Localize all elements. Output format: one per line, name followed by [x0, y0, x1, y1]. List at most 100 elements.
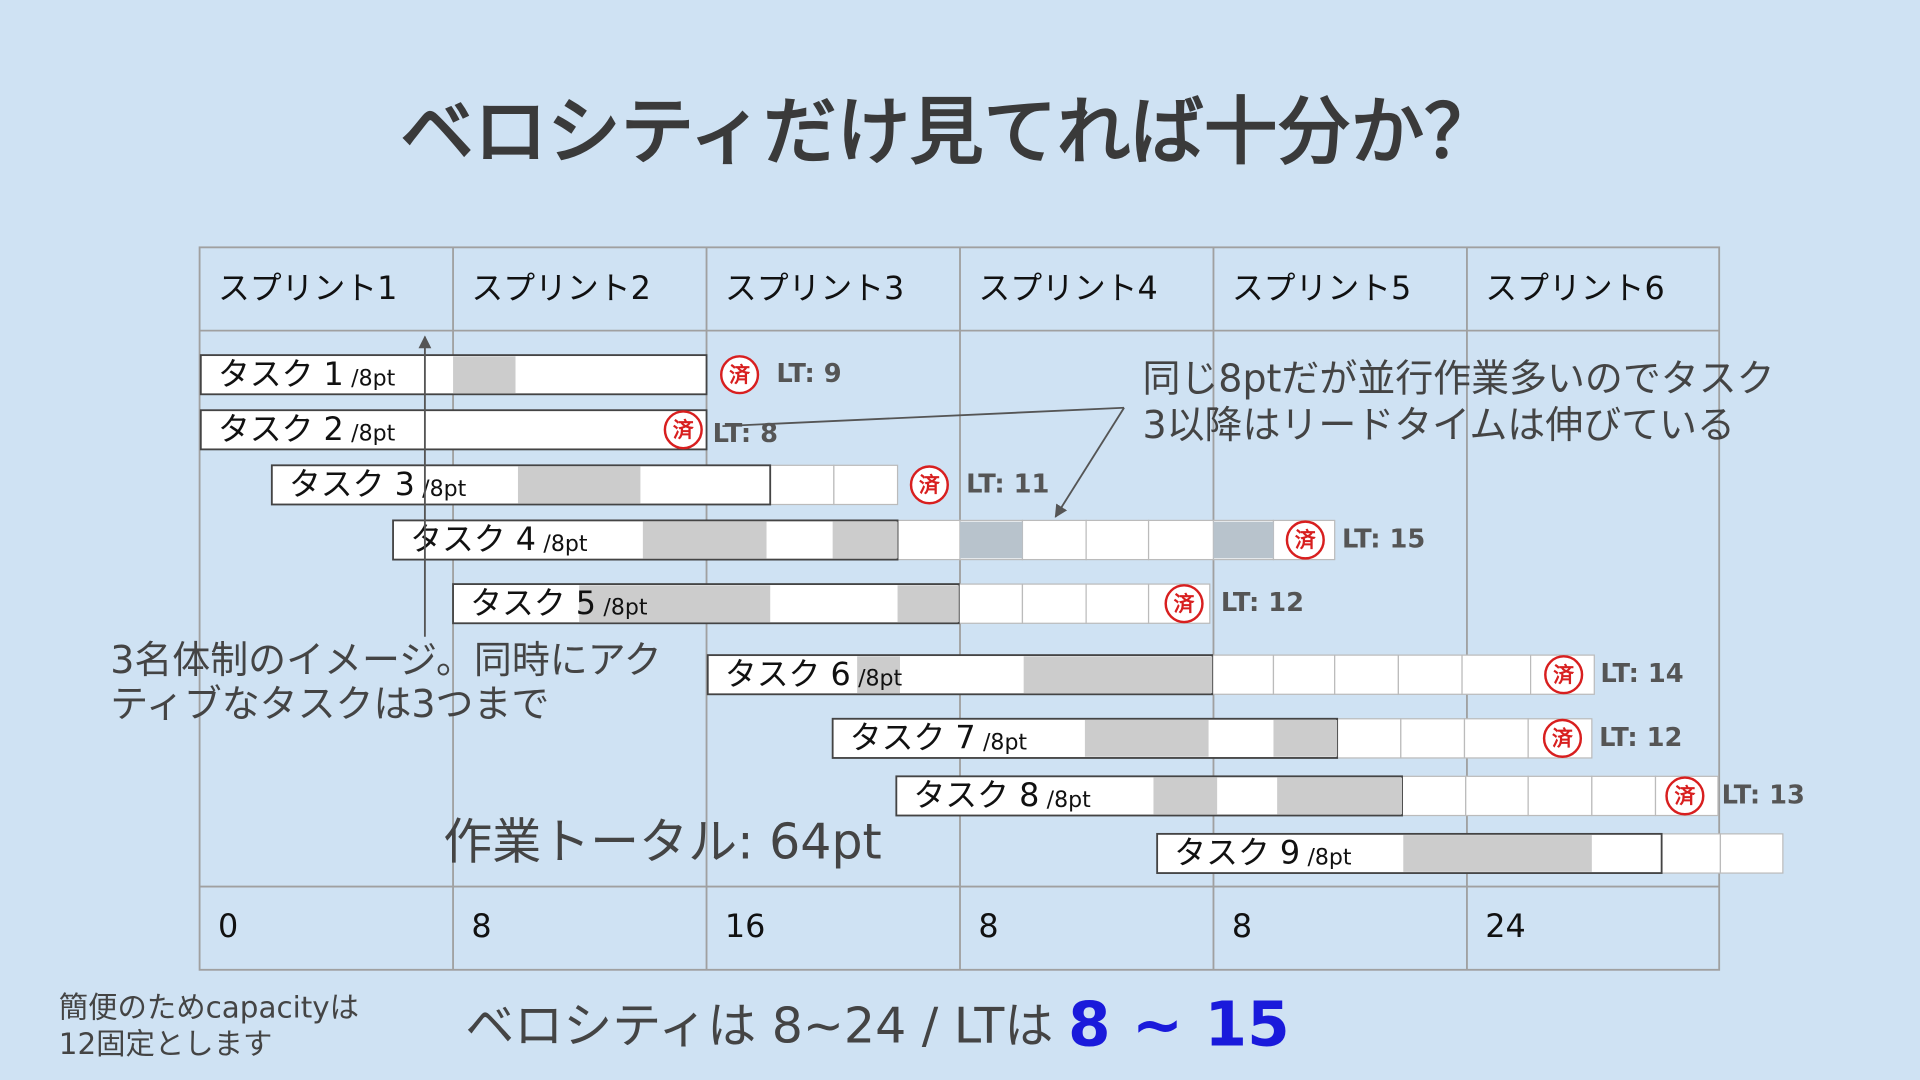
- lead-time: LT: 9: [776, 359, 841, 389]
- done-stamp: [720, 355, 760, 395]
- done-stamp: [1544, 655, 1584, 695]
- done-label: 済: [1674, 784, 1695, 808]
- done-stamp: [1285, 520, 1325, 560]
- task-label: タスク 1/8pt: [218, 355, 396, 393]
- summary-text: ベロシティは 8~24 / LTは: [465, 997, 1053, 1054]
- task-label: タスク 8/8pt: [913, 776, 1091, 814]
- task-row: タスク 9/8pt: [1156, 832, 1784, 874]
- task-cell: [1147, 519, 1215, 561]
- lead-time: LT: 12: [1599, 723, 1682, 753]
- work-block: [857, 656, 900, 694]
- task-name: タスク 4: [410, 520, 536, 558]
- work-block: [1213, 521, 1274, 559]
- task-bar: [199, 409, 708, 451]
- done-label: 済: [1552, 727, 1573, 751]
- task-cell: [1719, 833, 1784, 874]
- task-label: タスク 9/8pt: [1174, 834, 1352, 872]
- task-points: /8pt: [543, 532, 587, 557]
- work-block: [642, 521, 767, 559]
- note-team: ティブなタスクは3つまで: [110, 682, 549, 726]
- task-cell: [958, 583, 1024, 624]
- task-points: /8pt: [351, 367, 395, 392]
- work-block: [960, 521, 1023, 559]
- task-cell: [769, 464, 835, 506]
- done-stamp: [1164, 584, 1204, 624]
- task-cell: [1465, 775, 1529, 817]
- work-block: [1277, 777, 1403, 815]
- connector: [722, 406, 1125, 428]
- note-capacity: 12固定とします: [59, 1027, 273, 1061]
- sprint-header: スプリント5: [1232, 269, 1411, 307]
- work-block: [1403, 835, 1592, 872]
- sprint-total: 8: [471, 907, 491, 945]
- task-cell: [1085, 583, 1150, 624]
- done-label: 済: [1295, 528, 1316, 552]
- sprint-total: 0: [218, 907, 238, 945]
- work-block: [453, 356, 516, 394]
- sprint-header: スプリント3: [725, 269, 904, 307]
- task-cell: [1397, 654, 1463, 695]
- done-label: 済: [673, 418, 694, 442]
- task-cell: [1463, 718, 1529, 759]
- task-cell: [1400, 718, 1466, 759]
- arrow: [1054, 407, 1125, 518]
- note-team: 3名体制のイメージ。同時にアク: [110, 638, 661, 682]
- task-row: タスク 5/8pt 済 LT: 12: [452, 583, 1304, 625]
- work-block: [1023, 656, 1213, 694]
- task-name: タスク 2: [218, 410, 344, 448]
- task-cell: [1461, 654, 1532, 695]
- note-parallel: 同じ8ptだが並行作業多いのでタスク: [1142, 356, 1774, 400]
- lead-time: LT: 13: [1722, 780, 1805, 810]
- task-cell: [1591, 775, 1657, 817]
- task-label: タスク 7/8pt: [850, 719, 1028, 757]
- task-row: タスク 8/8pt 済 LT: 13: [895, 775, 1805, 817]
- sprint-total: 24: [1485, 907, 1526, 945]
- task-cell: [1527, 775, 1593, 817]
- task-name: タスク 5: [470, 584, 596, 622]
- task-cell: [1085, 519, 1150, 561]
- task-points: /8pt: [858, 667, 902, 692]
- title: ベロシティだけ見てれば十分か？: [400, 90, 1497, 175]
- task-name: タスク 3: [289, 465, 415, 503]
- task-cell: [1272, 654, 1336, 695]
- sprint-total: 16: [725, 907, 766, 945]
- done-stamp: [1542, 718, 1583, 758]
- done-label: 済: [729, 363, 750, 387]
- sprint-total: 8: [1232, 907, 1252, 945]
- sprint-header: スプリント6: [1485, 269, 1664, 307]
- lead-time: LT: 15: [1342, 525, 1425, 555]
- task-name: タスク 8: [913, 776, 1039, 814]
- task-cell: [1211, 654, 1275, 695]
- task-points: /8pt: [1047, 788, 1091, 813]
- sprint-header: スプリント4: [978, 269, 1157, 307]
- task-name: タスク 7: [850, 719, 976, 757]
- work-block: [517, 466, 641, 504]
- task-points: /8pt: [1307, 845, 1351, 870]
- task-name: タスク 6: [725, 655, 851, 693]
- task-cell: [1021, 583, 1087, 624]
- done-stamp: [909, 465, 949, 505]
- task-row: タスク 3/8pt 済 LT: 11: [270, 464, 1049, 506]
- task-label: タスク 2/8pt: [218, 410, 396, 448]
- task-cell: [1401, 775, 1467, 817]
- task-cell: [833, 464, 899, 506]
- done-stamp: [663, 410, 703, 450]
- lead-time: LT: 14: [1600, 659, 1683, 689]
- task-cell: [896, 519, 961, 561]
- task-label: タスク 5/8pt: [470, 584, 648, 622]
- work-block: [897, 585, 959, 623]
- task-row: タスク 2/8pt 済 LT: 8: [199, 409, 778, 451]
- done-stamp: [1665, 776, 1705, 816]
- work-block: [1153, 777, 1218, 815]
- task-points: /8pt: [603, 596, 647, 621]
- task-row: タスク 6/8pt 済 LT: 14: [706, 654, 1684, 696]
- task-name: タスク 9: [1174, 834, 1300, 872]
- task-cell: [1334, 654, 1399, 695]
- note-parallel: 3以降はリードタイムは伸びている: [1142, 403, 1734, 447]
- done-label: 済: [1553, 663, 1574, 687]
- task-label: タスク 4/8pt: [410, 520, 588, 558]
- work-block: [1273, 720, 1338, 757]
- task-cell: [1336, 718, 1402, 759]
- summary-range: 8 ~ 15: [1068, 989, 1290, 1060]
